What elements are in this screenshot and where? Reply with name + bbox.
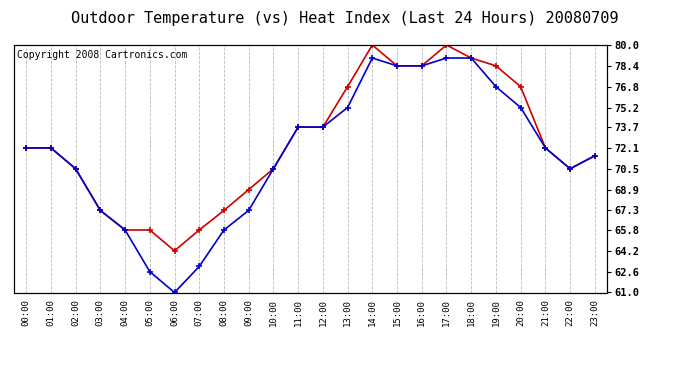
Text: Outdoor Temperature (vs) Heat Index (Last 24 Hours) 20080709: Outdoor Temperature (vs) Heat Index (Las… xyxy=(71,11,619,26)
Text: Copyright 2008 Cartronics.com: Copyright 2008 Cartronics.com xyxy=(17,50,187,60)
